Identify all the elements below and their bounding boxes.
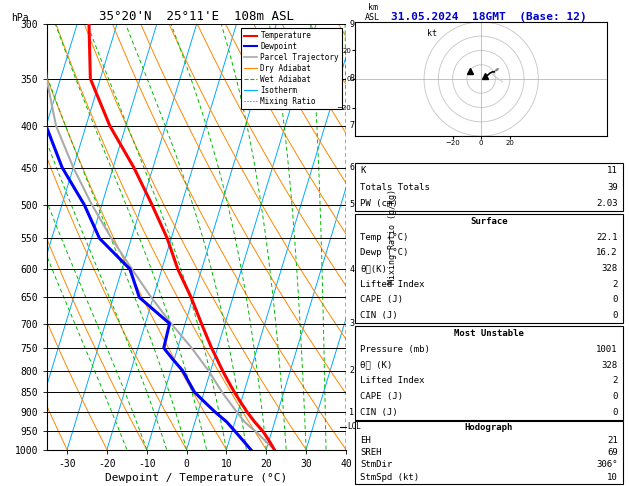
- Text: 8: 8: [349, 74, 354, 83]
- Text: Lifted Index: Lifted Index: [360, 279, 425, 289]
- Bar: [355, 326, 623, 420]
- Text: θᴄ (K): θᴄ (K): [360, 361, 392, 370]
- Text: 3: 3: [349, 319, 354, 328]
- Text: 0: 0: [613, 408, 618, 417]
- Bar: [355, 163, 623, 211]
- Text: kt: kt: [427, 29, 437, 38]
- Text: hPa: hPa: [11, 14, 29, 23]
- Text: 22.1: 22.1: [596, 233, 618, 242]
- Text: 10: 10: [607, 473, 618, 482]
- Text: 2: 2: [349, 366, 354, 375]
- Text: 1: 1: [349, 408, 354, 417]
- Text: PW (cm): PW (cm): [360, 199, 398, 208]
- Text: Totals Totals: Totals Totals: [360, 183, 430, 191]
- Text: StmDir: StmDir: [360, 460, 392, 469]
- Bar: [355, 421, 623, 484]
- Text: 69: 69: [607, 448, 618, 457]
- Text: K: K: [360, 166, 365, 175]
- Text: Most Unstable: Most Unstable: [454, 329, 524, 338]
- Text: StmSpd (kt): StmSpd (kt): [360, 473, 420, 482]
- Text: CAPE (J): CAPE (J): [360, 295, 403, 304]
- Text: θᴄ(K): θᴄ(K): [360, 264, 387, 273]
- Text: 0: 0: [613, 311, 618, 320]
- Text: Temp (°C): Temp (°C): [360, 233, 409, 242]
- Text: Surface: Surface: [470, 217, 508, 226]
- Text: 6: 6: [349, 163, 354, 172]
- Text: SREH: SREH: [360, 448, 382, 457]
- Text: 328: 328: [602, 264, 618, 273]
- Text: 2: 2: [613, 279, 618, 289]
- Bar: [355, 214, 623, 323]
- Text: Dewp (°C): Dewp (°C): [360, 248, 409, 258]
- Text: 16.2: 16.2: [596, 248, 618, 258]
- Title: 35°20'N  25°11'E  108m ASL: 35°20'N 25°11'E 108m ASL: [99, 10, 294, 23]
- Text: Pressure (mb): Pressure (mb): [360, 345, 430, 354]
- Legend: Temperature, Dewpoint, Parcel Trajectory, Dry Adiabat, Wet Adiabat, Isotherm, Mi: Temperature, Dewpoint, Parcel Trajectory…: [240, 28, 342, 109]
- Text: km
ASL: km ASL: [365, 3, 381, 22]
- Text: 5: 5: [349, 200, 354, 209]
- Text: 31.05.2024  18GMT  (Base: 12): 31.05.2024 18GMT (Base: 12): [391, 12, 587, 22]
- Text: 1001: 1001: [596, 345, 618, 354]
- Text: Hodograph: Hodograph: [465, 423, 513, 432]
- Text: EH: EH: [360, 435, 371, 445]
- Text: 39: 39: [607, 183, 618, 191]
- Text: Lifted Index: Lifted Index: [360, 376, 425, 385]
- Text: CIN (J): CIN (J): [360, 408, 398, 417]
- Text: 328: 328: [602, 361, 618, 370]
- Text: 11: 11: [607, 166, 618, 175]
- Text: 21: 21: [607, 435, 618, 445]
- Text: 0: 0: [613, 295, 618, 304]
- Text: 0: 0: [613, 392, 618, 401]
- Text: 9: 9: [349, 20, 354, 29]
- Text: LCL: LCL: [347, 422, 361, 431]
- Text: 4: 4: [349, 264, 354, 274]
- Text: CAPE (J): CAPE (J): [360, 392, 403, 401]
- Text: 306°: 306°: [596, 460, 618, 469]
- Text: 7: 7: [349, 122, 354, 130]
- Text: 2: 2: [613, 376, 618, 385]
- Text: 2.03: 2.03: [596, 199, 618, 208]
- X-axis label: Dewpoint / Temperature (°C): Dewpoint / Temperature (°C): [106, 473, 287, 483]
- Text: CIN (J): CIN (J): [360, 311, 398, 320]
- Text: Mixing Ratio (g/kg): Mixing Ratio (g/kg): [387, 190, 397, 284]
